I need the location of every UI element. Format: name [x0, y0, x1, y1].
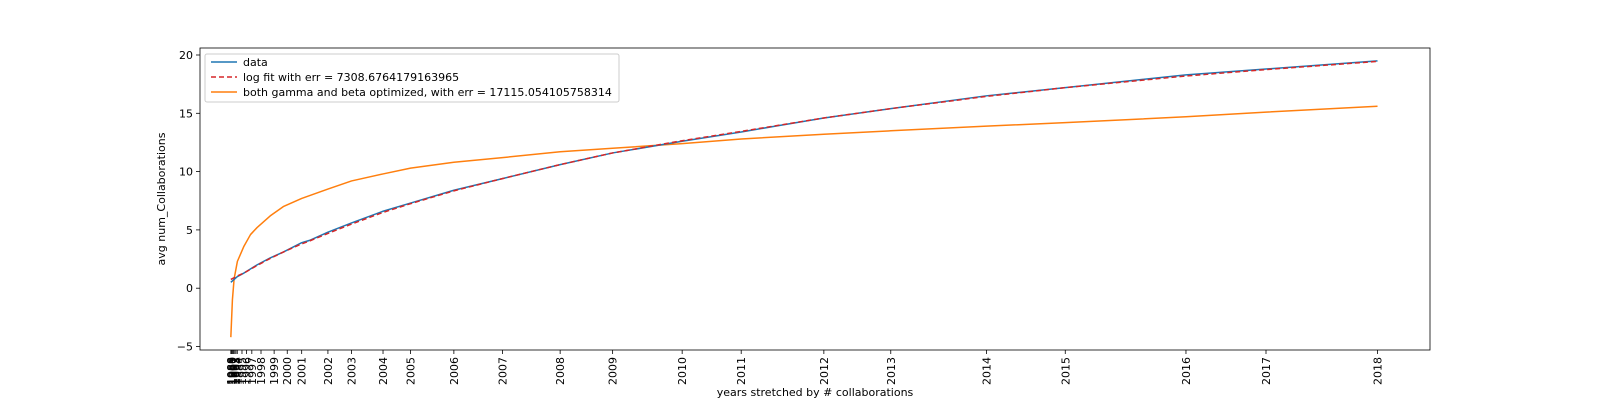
x-tick-label: 2016: [1180, 357, 1193, 385]
legend-label-log-fit: log fit with err = 7308.6764179163965: [243, 71, 459, 84]
x-tick-label: 1999: [268, 357, 281, 385]
x-tick-label: 2000: [281, 357, 294, 385]
legend-label-data: data: [243, 56, 268, 69]
x-axis-label: years stretched by # collaborations: [717, 386, 914, 399]
legend: data log fit with err = 7308.67641791639…: [204, 53, 620, 103]
x-tick-label: 2009: [607, 357, 620, 385]
x-tick-label: 1990: [227, 357, 240, 385]
x-tick-label: 1998: [255, 357, 268, 385]
x-tick-label: 2002: [322, 357, 335, 385]
x-tick-label: 2018: [1372, 357, 1385, 385]
y-tick-label: 0: [186, 282, 193, 295]
x-tick-label: 2013: [885, 357, 898, 385]
x-tick-label: 2014: [981, 357, 994, 385]
x-tick-label: 2015: [1059, 357, 1072, 385]
x-tick-label: 1995: [236, 357, 249, 385]
legend-box: [204, 53, 620, 103]
x-tick-label: 2003: [346, 357, 359, 385]
series-line-2: [230, 105, 1378, 338]
x-tick-label: 2004: [377, 357, 390, 385]
x-tick-label: 2011: [735, 357, 748, 385]
x-tick-label: 2007: [496, 357, 509, 385]
x-tick-label: 2001: [296, 357, 309, 385]
x-tick-label: 2017: [1260, 357, 1273, 385]
x-tick-label: 1992: [229, 357, 242, 385]
y-tick-label: 10: [179, 166, 193, 179]
x-tick-label: 1994: [231, 357, 244, 385]
series-layer: [230, 60, 1378, 338]
x-tick-label: 2006: [448, 357, 461, 385]
y-tick-label: 5: [186, 224, 193, 237]
y-axis-label: avg num_Collaborations: [155, 132, 168, 265]
x-tick-label: 2012: [818, 357, 831, 385]
y-tick-label: 20: [179, 49, 193, 62]
x-tick-label: 1988: [225, 357, 238, 385]
y-axis: −5 0 5 10 15 20: [177, 49, 200, 354]
x-tick-label: 2008: [554, 357, 567, 385]
x-tick-label: 1997: [246, 357, 259, 385]
x-tick-label: 1993: [230, 357, 243, 385]
x-axis: 1988198919901991199219931994199519961997…: [225, 350, 1385, 385]
legend-label-gamma-beta: both gamma and beta optimized, with err …: [243, 86, 612, 99]
y-tick-label: −5: [177, 341, 193, 354]
series-line-1: [230, 60, 1378, 281]
x-tick-label: 1996: [241, 357, 254, 385]
plot-frame: [199, 47, 1431, 351]
y-tick-label: 15: [179, 107, 193, 120]
x-tick-label: 1989: [226, 357, 239, 385]
x-tick-label: 2005: [405, 357, 418, 385]
x-tick-label: 2010: [676, 357, 689, 385]
x-tick-label: 1991: [228, 357, 241, 385]
